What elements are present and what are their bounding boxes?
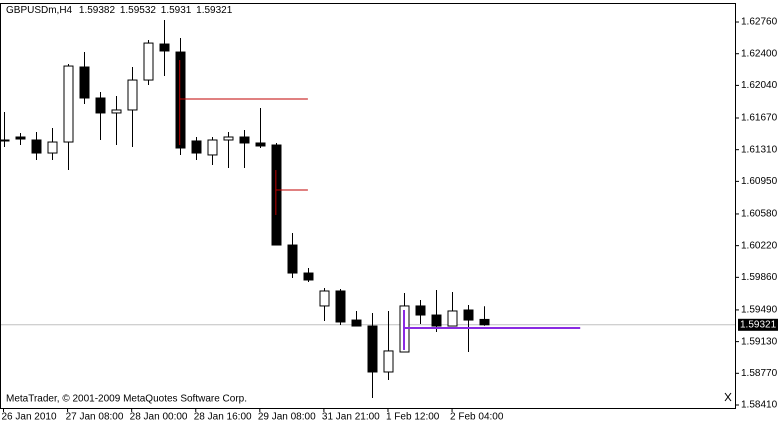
y-tick-label: 1.61670	[741, 113, 778, 124]
corner-icon	[724, 392, 732, 402]
candle-body	[319, 290, 330, 307]
footer-copyright: MetaTrader, © 2001-2009 MetaQuotes Softw…	[6, 394, 247, 405]
candle-body	[111, 109, 122, 114]
chart-header: GBPUSDm,H4 1.59382 1.59532 1.5931 1.5932…	[6, 5, 233, 16]
candle-body	[0, 139, 10, 142]
candle-body	[63, 65, 74, 143]
current-price-box	[738, 318, 778, 331]
candle-body	[463, 309, 474, 321]
y-tick-label: 1.59860	[741, 272, 778, 283]
y-tick-label: 1.59490	[741, 305, 778, 316]
y-tick-label: 1.58410	[741, 400, 778, 411]
candle-body	[367, 325, 378, 373]
candle-body	[223, 136, 234, 141]
candle-body	[95, 97, 106, 114]
y-tick-label: 1.61310	[741, 144, 778, 155]
y-tick-label: 1.58770	[741, 368, 778, 379]
header-close: 1.59321	[196, 5, 233, 16]
current-price-label: 1.59321	[740, 319, 777, 330]
candle-body	[287, 244, 298, 274]
y-tick-label: 1.59130	[741, 336, 778, 347]
candle-body	[15, 136, 26, 140]
candle-body	[127, 79, 138, 111]
candle-body	[143, 42, 154, 81]
candle-body	[415, 305, 426, 316]
candle-body	[175, 51, 186, 149]
candle-body	[31, 139, 42, 154]
candle-body	[207, 139, 218, 156]
candle-body	[447, 310, 458, 327]
candle-body	[255, 142, 266, 147]
header-high: 1.59532	[120, 5, 157, 16]
candle-body	[303, 272, 314, 281]
candle-body	[79, 66, 90, 99]
y-tick-label: 1.62040	[741, 80, 778, 91]
y-tick-label: 1.62400	[741, 48, 778, 59]
y-tick-label: 1.60220	[741, 240, 778, 251]
y-tick-label: 1.60950	[741, 176, 778, 187]
candle-body	[335, 290, 346, 323]
candle-body	[431, 314, 442, 327]
x-tick-label: 28 Jan 00:00	[130, 412, 188, 423]
candle-body	[351, 319, 362, 327]
candle-body	[191, 140, 202, 154]
x-tick-label: 26 Jan 2010	[2, 412, 57, 423]
header-open: 1.59382	[79, 5, 116, 16]
candle-body	[383, 350, 394, 373]
x-tick-label: 29 Jan 08:00	[258, 412, 316, 423]
candle-body	[47, 141, 58, 154]
x-tick-label: 31 Jan 21:00	[322, 412, 380, 423]
y-tick-label: 1.60580	[741, 209, 778, 220]
header-low: 1.5931	[161, 5, 192, 16]
y-tick-label: 1.62760	[741, 17, 778, 28]
candle-body	[159, 43, 170, 52]
candle-body	[479, 318, 490, 326]
symbol: GBPUSDm,H4	[6, 5, 73, 16]
candle-body	[271, 144, 282, 246]
x-tick-label: 28 Jan 16:00	[194, 412, 252, 423]
candle-body	[239, 136, 250, 144]
x-tick-label: 27 Jan 08:00	[66, 412, 124, 423]
x-tick-label: 2 Feb 04:00	[450, 412, 504, 423]
x-tick-label: 1 Feb 12:00	[386, 412, 440, 423]
